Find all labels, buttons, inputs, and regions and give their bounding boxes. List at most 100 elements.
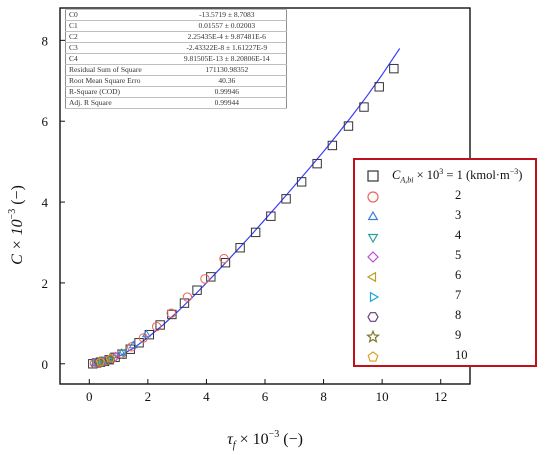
x-axis-label-sub: f [233, 440, 237, 451]
data-point-series-1 [389, 63, 399, 74]
data-point-series-1 [266, 211, 276, 221]
stats-row: R-Square (COD) 0.99946 [65, 86, 287, 98]
x-tick-label: 0 [86, 389, 93, 404]
legend-label-10: 10 [455, 348, 468, 362]
stats-value: 2.25435E-4 ± 9.87481E-6 [167, 31, 287, 43]
stats-row: C4 9.81505E-13 ± 8.20806E-14 [65, 53, 287, 65]
data-point-series-2 [151, 321, 162, 332]
legend-marker-diamond-icon [367, 251, 379, 263]
x-axis-label-main: τ [227, 431, 234, 448]
data-point-series-2 [200, 274, 210, 284]
y-axis-label-unit: (−) [9, 185, 26, 209]
stats-row: C0 -13.5719 ± 8.7083 [65, 9, 287, 21]
stats-label: C4 [65, 53, 168, 65]
legend-marker-hexagon-icon [367, 312, 379, 322]
data-point-series-10 [95, 356, 105, 366]
data-point-series-1 [359, 102, 369, 112]
y-tick-label: 0 [42, 357, 49, 372]
legend-label-1: CA,bi × 103 = 1 (kmol·m−3) [392, 167, 523, 185]
x-tick-label: 6 [262, 389, 269, 404]
data-point-series-5 [110, 351, 121, 362]
legend-item-7: 7 [355, 287, 535, 307]
stats-value: 40.36 [167, 75, 287, 87]
legend-label-7: 7 [455, 288, 462, 302]
stats-value: 0.99946 [167, 86, 287, 98]
legend-label-5: 5 [455, 248, 462, 262]
legend-item-3: 3 [355, 207, 535, 227]
data-point-series-1 [281, 194, 291, 204]
data-point-series-2 [219, 253, 229, 264]
stats-label: C0 [65, 9, 168, 21]
stats-label: Root Mean Square Erro [65, 75, 168, 87]
x-tick-label: 10 [376, 389, 389, 404]
data-point-series-1 [206, 272, 216, 282]
x-tick-label: 4 [203, 389, 210, 404]
stats-value: 171130.98352 [167, 64, 287, 76]
legend: CA,bi × 103 = 1 (kmol·m−3) 2 3 4 5 6 7 8 9 10 [353, 158, 537, 367]
legend-label-9: 9 [455, 328, 462, 342]
data-point-series-3 [128, 340, 138, 349]
stats-label: R-Square (COD) [65, 86, 168, 98]
stats-row: Residual Sum of Square 171130.98352 [65, 64, 287, 76]
x-axis-label-sup: −3 [269, 429, 280, 440]
legend-label-3: 3 [455, 208, 462, 222]
data-point-series-3 [141, 329, 151, 338]
data-point-series-2 [166, 308, 176, 318]
legend-marker-circle-icon [367, 191, 379, 203]
legend-marker-star-icon [365, 330, 381, 343]
data-point-series-1 [179, 298, 190, 308]
data-point-series-1 [374, 82, 384, 92]
legend-marker-triangle-up-icon [367, 210, 379, 221]
data-point-series-1 [296, 177, 307, 187]
x-axis-label: τf × 10−3 (−) [227, 429, 303, 451]
data-point-series-8 [104, 355, 114, 364]
data-point-series-3 [116, 348, 127, 356]
fit-stats-table: C0 -13.5719 ± 8.7083 C1 0.01557 ± 0.02003 C2… [65, 9, 287, 109]
data-points-layer [88, 63, 399, 369]
x-tick-label: 12 [434, 389, 447, 404]
legend-marker-triangle-right-icon [369, 291, 380, 303]
data-point-series-10 [105, 353, 115, 363]
legend-item-5: 5 [355, 247, 535, 267]
stats-value: 9.81505E-13 ± 8.20806E-14 [167, 53, 287, 65]
stats-row: C2 2.25435E-4 ± 9.87481E-6 [65, 31, 287, 43]
y-tick-label: 8 [42, 33, 49, 48]
legend-label-4: 4 [455, 228, 462, 242]
stats-row: Root Mean Square Erro 40.36 [65, 75, 287, 87]
legend-marker-square-icon [367, 170, 379, 182]
stats-value: 0.99944 [167, 97, 287, 109]
data-point-series-1 [235, 243, 245, 253]
data-point-series-1 [144, 329, 155, 340]
data-point-series-1 [192, 285, 202, 295]
data-point-series-8 [93, 358, 104, 367]
x-tick-label: 2 [145, 389, 152, 404]
y-tick-label: 6 [42, 114, 49, 129]
data-point-series-1 [312, 158, 322, 169]
legend-label-8: 8 [455, 308, 462, 322]
legend-item-8: 8 [355, 307, 535, 327]
stats-label: C3 [65, 42, 168, 54]
legend-item-2: 2 [355, 187, 535, 207]
data-point-series-4 [118, 349, 128, 358]
stats-row: C3 -2.43322E-8 ± 1.61227E-9 [65, 42, 287, 54]
x-axis-label-unit: (−) [279, 431, 303, 448]
stats-label: Adj. R Square [65, 97, 168, 109]
stats-value: -2.43322E-8 ± 1.61227E-9 [167, 42, 287, 54]
legend-label-2: 2 [455, 188, 462, 202]
y-tick-label: 4 [42, 195, 49, 210]
y-axis-label: C × 10−3 (−) [7, 185, 26, 265]
legend-item-4: 4 [355, 227, 535, 247]
tick-layer: 0 2 4 6 8 10 12 0 2 4 6 8 [42, 33, 448, 404]
stats-row: C1 0.01557 ± 0.02003 [65, 20, 287, 32]
legend-marker-triangle-down-icon [367, 233, 379, 244]
stats-label: C1 [65, 20, 168, 32]
data-point-series-1 [250, 227, 261, 238]
y-axis-label-sup: −3 [7, 209, 18, 220]
x-axis-label-mid: × 10 [236, 431, 269, 448]
data-point-series-1 [327, 140, 338, 151]
stats-value: -13.5719 ± 8.7083 [167, 9, 287, 21]
stats-label: C2 [65, 31, 168, 43]
data-point-series-2 [138, 333, 149, 343]
y-tick-label: 2 [42, 276, 49, 291]
legend-item-9: 9 [355, 327, 535, 347]
